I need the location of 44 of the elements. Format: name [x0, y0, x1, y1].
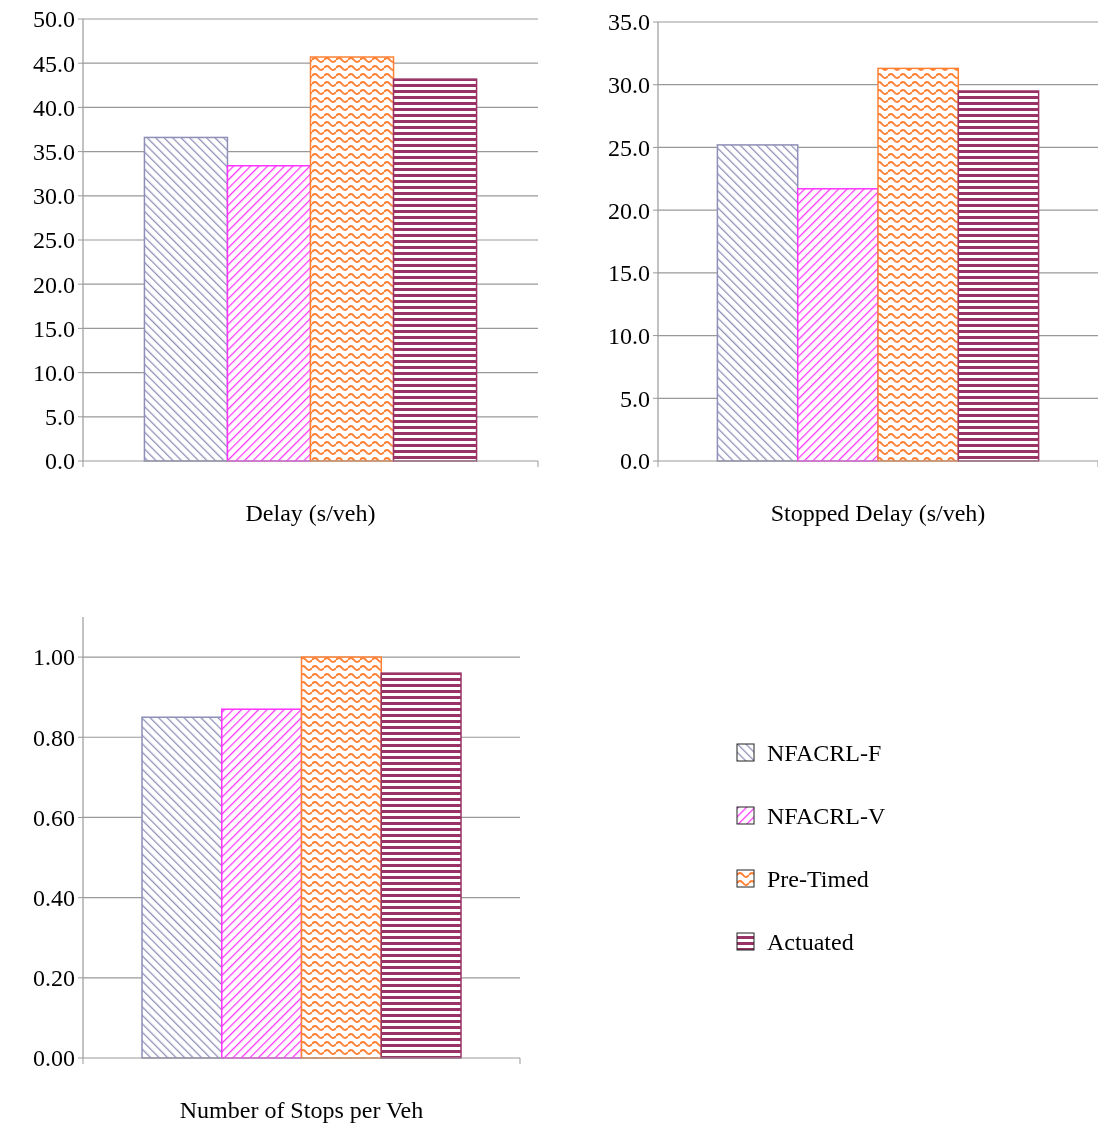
y-tick-label: 25.0 — [33, 227, 75, 254]
bar — [309, 56, 395, 462]
y-tick-label: 20.0 — [608, 197, 650, 224]
y-tick-label: 10.0 — [608, 322, 650, 349]
y-tick-label: 45.0 — [33, 50, 75, 77]
bar — [226, 164, 312, 462]
y-tick-label: 0.80 — [33, 724, 75, 751]
y-tick-label: 0.20 — [33, 965, 75, 992]
y-tick-label: 0.40 — [33, 885, 75, 912]
legend-label: Actuated — [767, 929, 854, 956]
y-tick-label: 10.0 — [33, 360, 75, 386]
legend-label: NFACRL-F — [767, 740, 882, 767]
bar — [716, 144, 799, 462]
y-tick-label: 0.0 — [620, 448, 650, 475]
x-axis-title: Stopped Delay (s/veh) — [770, 500, 986, 526]
y-tick-label: 30.0 — [33, 183, 75, 210]
y-tick-label: 1.00 — [33, 644, 75, 671]
legend-label: Pre-Timed — [767, 866, 869, 893]
legend-label: NFACRL-V — [767, 803, 886, 830]
bar — [300, 656, 382, 1059]
x-axis-title: Number of Stops per Veh — [179, 1097, 424, 1123]
y-tick-label: 35.0 — [33, 139, 75, 165]
bar — [392, 78, 478, 462]
bar — [143, 136, 229, 462]
bar — [380, 672, 462, 1059]
y-tick-label: 0.0 — [45, 448, 75, 475]
bar — [957, 90, 1040, 462]
y-tick-label: 50.0 — [33, 6, 75, 33]
bar — [141, 716, 223, 1059]
y-tick-label: 15.0 — [608, 260, 650, 287]
y-tick-label: 5.0 — [620, 385, 650, 412]
y-tick-label: 5.0 — [45, 404, 75, 431]
y-tick-label: 30.0 — [608, 72, 650, 99]
bar — [877, 67, 960, 462]
y-tick-label: 0.00 — [33, 1045, 75, 1072]
y-tick-label: 0.60 — [33, 804, 75, 831]
y-tick-label: 35.0 — [608, 9, 650, 36]
y-tick-label: 15.0 — [33, 315, 75, 342]
x-axis-title: Delay (s/veh) — [245, 500, 376, 526]
bar — [221, 708, 303, 1059]
bar — [796, 188, 879, 462]
y-tick-label: 25.0 — [608, 134, 650, 161]
y-tick-label: 20.0 — [33, 271, 75, 298]
y-tick-label: 40.0 — [33, 94, 75, 121]
